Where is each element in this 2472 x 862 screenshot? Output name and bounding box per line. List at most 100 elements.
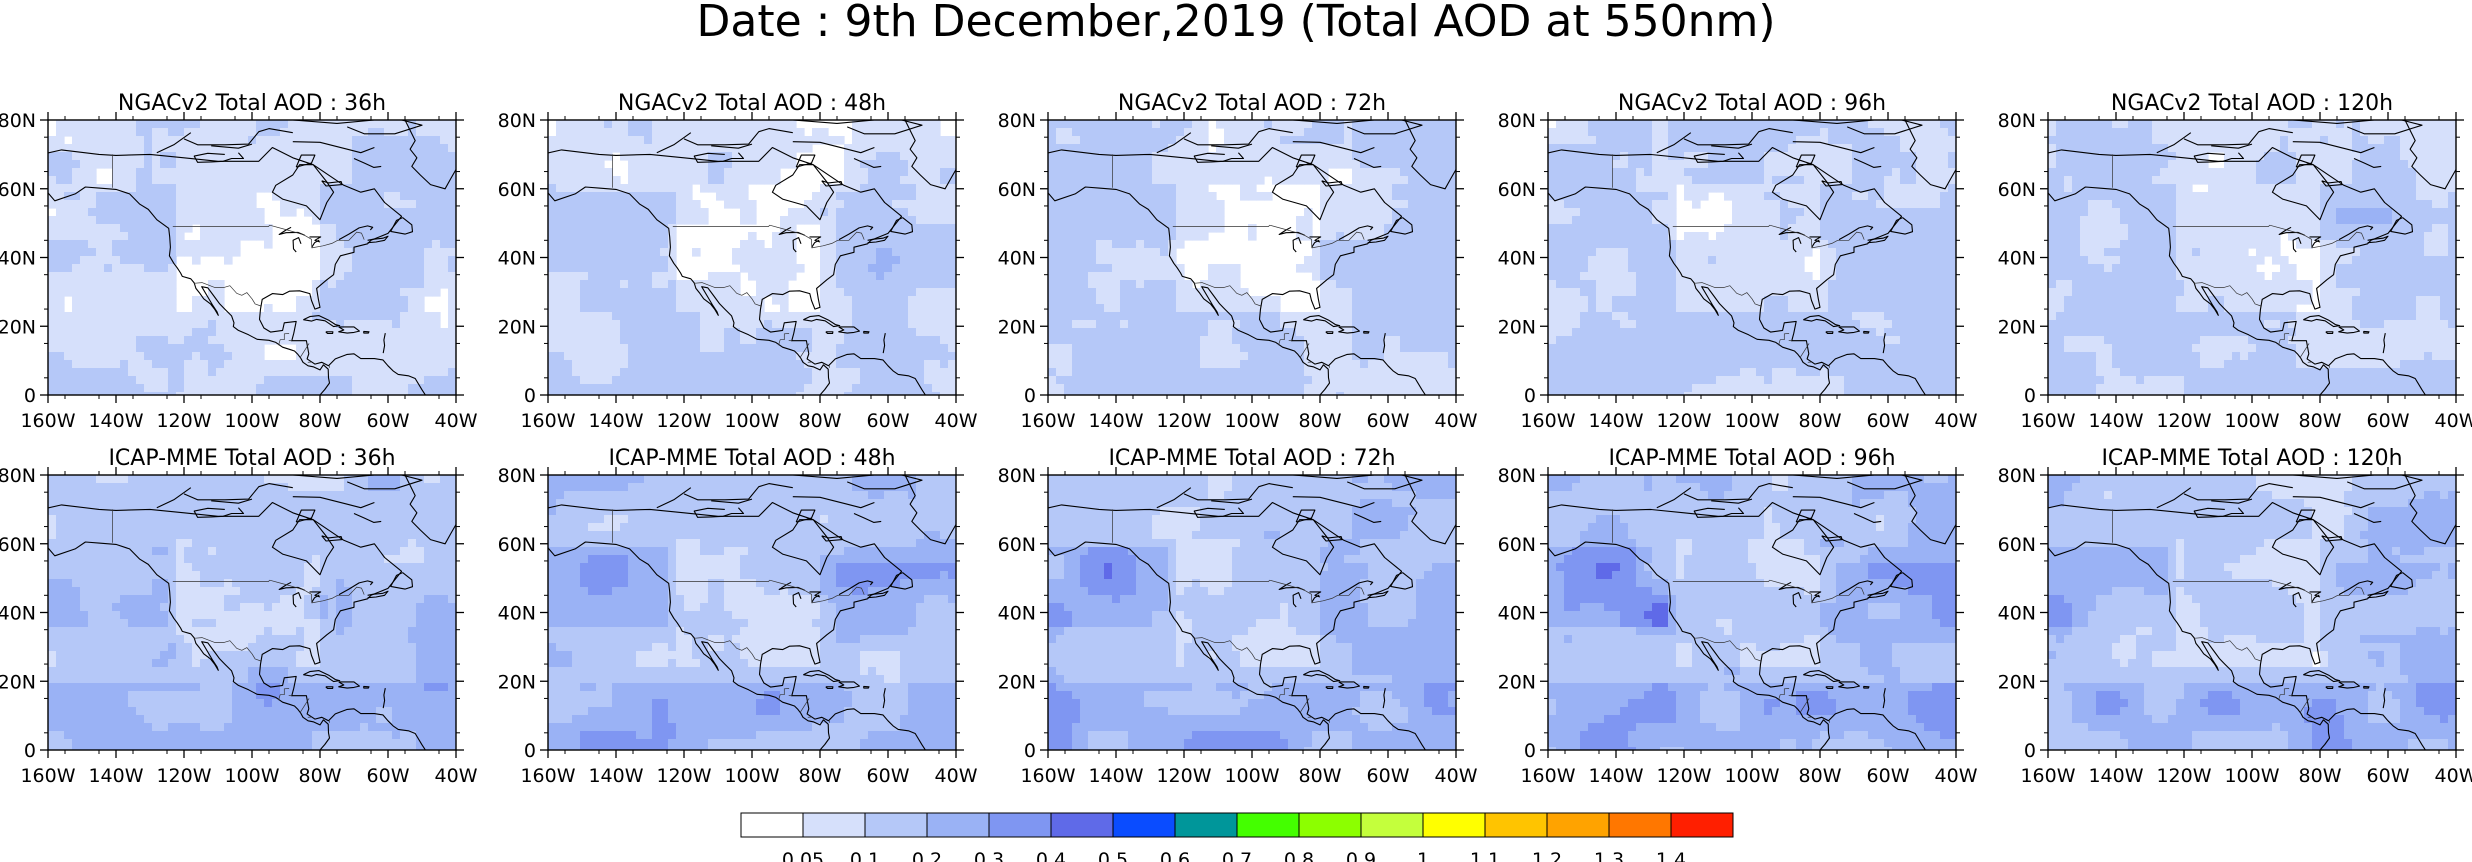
panel-title: ICAP-MME Total AOD : 48h (608, 446, 895, 471)
coastlines (1048, 120, 1456, 395)
lon-tick-label: 120W (156, 410, 211, 432)
lon-tick-label: 80W (1299, 765, 1342, 787)
colorbar-swatch (1422, 812, 1486, 838)
lon-tick-label: 160W (20, 410, 75, 432)
lon-tick-label: 80W (799, 765, 842, 787)
lat-tick-label: 0 (1024, 385, 1036, 407)
colorbar-label: 0.7 (1222, 849, 1252, 862)
lon-tick-label: 100W (1724, 410, 1779, 432)
lat-tick-label: 60N (0, 534, 36, 556)
aod-field (2048, 120, 2456, 395)
lat-tick-label: 80N (498, 465, 536, 487)
lat-tick-label: 20N (998, 671, 1036, 693)
lat-tick-label: 0 (24, 385, 36, 407)
lon-tick-label: 120W (1156, 765, 1211, 787)
lat-tick-label: 0 (2024, 385, 2036, 407)
lat-tick-label: 0 (1024, 740, 1036, 762)
aod-field (2048, 475, 2456, 750)
lat-tick-label: 80N (0, 465, 36, 487)
coastlines (1548, 120, 1956, 395)
lon-tick-label: 120W (2156, 410, 2211, 432)
lat-tick-label: 0 (1524, 740, 1536, 762)
panel-title: NGACv2 Total AOD : 96h (1618, 91, 1886, 116)
lon-tick-label: 120W (1656, 410, 1711, 432)
lat-tick-label: 40N (0, 603, 36, 625)
coastlines (2048, 120, 2456, 395)
lon-tick-label: 160W (1520, 765, 1575, 787)
colorbar: 0.05 0.1 0.2 0.3 0.4 0.5 0.6 0.7 0.8 0.9 1 1.1 1.2 1.… (740, 812, 1734, 862)
lat-tick-label: 80N (998, 110, 1036, 132)
lon-tick-label: 60W (2367, 410, 2410, 432)
lat-tick-label: 0 (524, 385, 536, 407)
colorbar-swatch (1608, 812, 1672, 838)
lon-tick-label: 120W (156, 765, 211, 787)
lon-tick-label: 100W (1224, 410, 1279, 432)
lon-tick-label: 80W (299, 765, 342, 787)
colorbar-swatch (926, 812, 990, 838)
panel-title: ICAP-MME Total AOD : 72h (1108, 446, 1395, 471)
lon-tick-label: 60W (1867, 765, 1910, 787)
lon-tick-label: 160W (1020, 410, 1075, 432)
lon-tick-label: 40W (935, 765, 978, 787)
lon-tick-label: 60W (867, 410, 910, 432)
map-panel: NGACv2 Total AOD : 48h 160W 140W 120W 100W 80… (498, 91, 978, 432)
lon-tick-label: 140W (2088, 765, 2143, 787)
lon-tick-label: 140W (88, 410, 143, 432)
lon-tick-label: 140W (1588, 765, 1643, 787)
lat-tick-label: 80N (1498, 465, 1536, 487)
lon-tick-label: 60W (1367, 765, 1410, 787)
lon-tick-label: 100W (724, 410, 779, 432)
colorbar-label: 0.1 (850, 849, 880, 862)
lat-tick-label: 60N (998, 534, 1036, 556)
panel-title: ICAP-MME Total AOD : 120h (2101, 446, 2402, 471)
lat-tick-label: 0 (2024, 740, 2036, 762)
lon-tick-label: 160W (1520, 410, 1575, 432)
lat-tick-label: 60N (1498, 534, 1536, 556)
lon-tick-label: 80W (2299, 765, 2342, 787)
lat-tick-label: 80N (1998, 110, 2036, 132)
lat-tick-label: 20N (0, 316, 36, 338)
map-panel: NGACv2 Total AOD : 120h 160W 140W 120W 100W 8… (1998, 91, 2472, 432)
lat-tick-label: 80N (1498, 110, 1536, 132)
lon-tick-label: 80W (799, 410, 842, 432)
aod-field (1048, 120, 1456, 395)
colorbar-swatch (1112, 812, 1176, 838)
colorbar-swatch (1298, 812, 1362, 838)
lon-tick-label: 80W (1799, 410, 1842, 432)
panel-title: ICAP-MME Total AOD : 36h (108, 446, 395, 471)
lon-tick-label: 40W (435, 410, 478, 432)
lon-tick-label: 120W (2156, 765, 2211, 787)
lat-tick-label: 60N (0, 179, 36, 201)
lon-tick-label: 140W (1588, 410, 1643, 432)
lon-tick-label: 40W (2435, 765, 2472, 787)
coastlines (1548, 475, 1956, 750)
lat-tick-label: 60N (1998, 534, 2036, 556)
lat-tick-label: 40N (498, 603, 536, 625)
coastlines (548, 120, 956, 395)
lat-tick-label: 80N (0, 110, 36, 132)
lat-tick-label: 40N (0, 248, 36, 270)
aod-field (548, 475, 956, 750)
colorbar-label: 1.3 (1594, 849, 1624, 862)
lat-tick-label: 40N (1998, 248, 2036, 270)
colorbar-swatch (740, 812, 804, 838)
colorbar-label: 0.8 (1284, 849, 1314, 862)
colorbar-swatch (864, 812, 928, 838)
lon-tick-label: 60W (367, 765, 410, 787)
lon-tick-label: 160W (1020, 765, 1075, 787)
lon-tick-label: 160W (520, 765, 575, 787)
main-title: Date : 9th December,2019 (Total AOD at 5… (696, 0, 1776, 47)
lat-tick-label: 40N (1498, 603, 1536, 625)
coastlines (2048, 475, 2456, 750)
lat-tick-label: 60N (1998, 179, 2036, 201)
coastlines (48, 475, 456, 750)
aod-field (48, 120, 456, 395)
lon-tick-label: 100W (724, 765, 779, 787)
lon-tick-label: 120W (656, 765, 711, 787)
lon-tick-label: 160W (2020, 765, 2075, 787)
lat-tick-label: 80N (998, 465, 1036, 487)
colorbar-swatch (802, 812, 866, 838)
map-panel: ICAP-MME Total AOD : 96h 160W 140W 120W 100W… (1498, 446, 1978, 787)
colorbar-swatch (988, 812, 1052, 838)
lat-tick-label: 40N (1498, 248, 1536, 270)
